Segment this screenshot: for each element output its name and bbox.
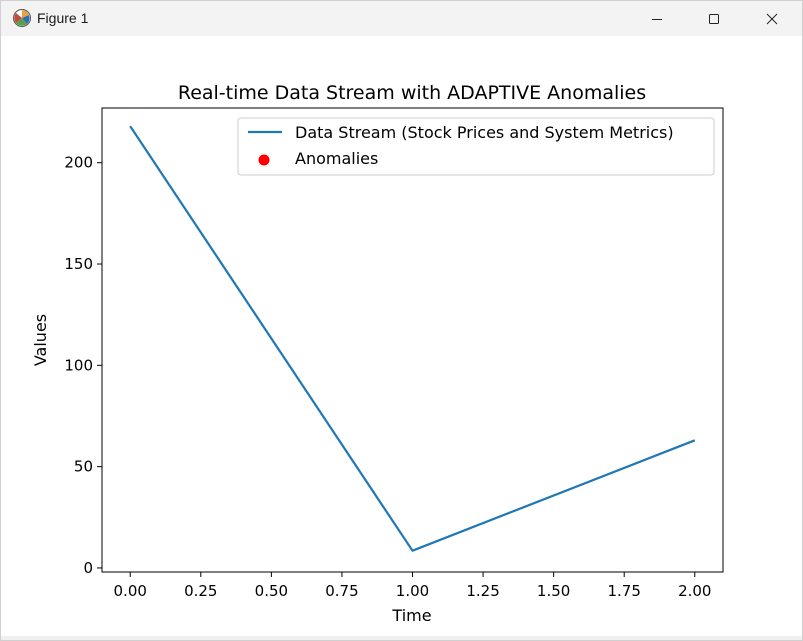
x-axis-label: Time [391, 606, 431, 625]
close-icon [766, 13, 778, 24]
minimize-button[interactable] [628, 1, 686, 36]
x-tick-label: 0.00 [114, 582, 147, 600]
x-tick-label: 1.50 [537, 582, 570, 600]
legend-label-data-stream: Data Stream (Stock Prices and System Met… [295, 123, 674, 142]
series-line-data-stream [129, 125, 696, 552]
legend-marker-anomalies [258, 154, 270, 166]
line-chart: Real-time Data Stream with ADAPTIVE Anom… [31, 82, 724, 625]
x-tick-label: 2.00 [678, 582, 711, 600]
maximize-button[interactable] [685, 1, 743, 36]
status-strip [1, 636, 802, 640]
y-axis-label: Values [31, 314, 50, 366]
maximize-icon [709, 13, 719, 24]
legend: Data Stream (Stock Prices and System Met… [237, 117, 715, 176]
legend-frame [237, 117, 715, 176]
y-tick-label: 0 [83, 559, 93, 577]
y-tick-label: 150 [64, 255, 93, 273]
chart-title: Real-time Data Stream with ADAPTIVE Anom… [178, 82, 646, 104]
y-axis-ticks: 0 50 100 150 200 [64, 154, 102, 577]
x-tick-label: 0.25 [184, 582, 217, 600]
x-tick-label: 1.25 [466, 582, 499, 600]
minimize-icon [652, 18, 662, 20]
y-tick-label: 100 [64, 356, 93, 374]
x-axis-ticks: 0.00 0.25 0.50 0.75 1.00 1.25 1.50 1.75 2.00 [114, 572, 711, 600]
matplotlib-figure-icon [13, 9, 31, 27]
x-tick-label: 1.00 [396, 582, 429, 600]
y-tick-label: 50 [74, 458, 93, 476]
close-button[interactable] [743, 1, 801, 36]
title-bar[interactable]: Figure 1 [1, 1, 802, 36]
x-tick-label: 1.75 [608, 582, 641, 600]
legend-label-anomalies: Anomalies [295, 149, 378, 168]
x-tick-label: 0.50 [255, 582, 288, 600]
axes-frame [101, 107, 724, 573]
x-tick-label: 0.75 [325, 582, 358, 600]
window-title: Figure 1 [37, 10, 89, 26]
y-tick-label: 200 [64, 154, 93, 172]
figure-canvas: Real-time Data Stream with ADAPTIVE Anom… [1, 36, 802, 636]
